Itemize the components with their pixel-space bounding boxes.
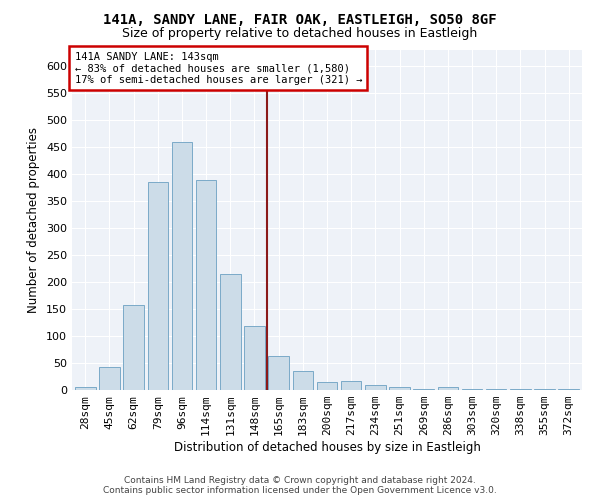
Text: Size of property relative to detached houses in Eastleigh: Size of property relative to detached ho… [122,28,478,40]
Bar [293,371,313,390]
Text: Contains HM Land Registry data © Crown copyright and database right 2024.
Contai: Contains HM Land Registry data © Crown c… [103,476,497,495]
Y-axis label: Number of detached properties: Number of detached properties [28,127,40,313]
X-axis label: Distribution of detached houses by size in Eastleigh: Distribution of detached houses by size … [173,441,481,454]
Bar [389,387,410,390]
Bar [172,142,192,390]
Bar [124,304,144,390]
Bar [148,182,168,390]
Text: 141A SANDY LANE: 143sqm
← 83% of detached houses are smaller (1,580)
17% of semi: 141A SANDY LANE: 143sqm ← 83% of detache… [74,52,362,85]
Bar [462,389,482,390]
Bar [437,387,458,390]
Bar [75,388,95,390]
Bar [413,389,434,390]
Bar [268,356,289,390]
Text: 141A, SANDY LANE, FAIR OAK, EASTLEIGH, SO50 8GF: 141A, SANDY LANE, FAIR OAK, EASTLEIGH, S… [103,12,497,26]
Bar [341,382,361,390]
Bar [365,384,386,390]
Bar [196,180,217,390]
Bar [99,368,120,390]
Bar [317,382,337,390]
Bar [220,274,241,390]
Bar [244,326,265,390]
